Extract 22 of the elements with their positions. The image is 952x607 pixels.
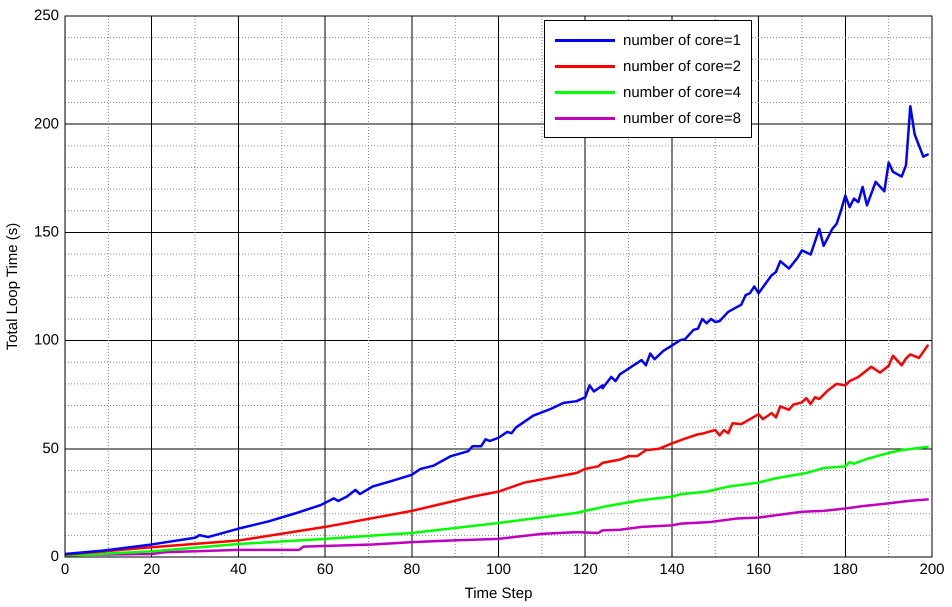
x-tick-label: 180	[832, 561, 858, 578]
x-tick-label: 20	[143, 561, 160, 578]
y-tick-label: 200	[34, 115, 60, 132]
y-tick-label: 250	[34, 7, 60, 24]
x-axis-title: Time Step	[464, 585, 532, 602]
y-tick-label: 150	[34, 224, 60, 241]
x-tick-label: 60	[316, 561, 334, 578]
x-tick-label: 80	[403, 561, 420, 578]
y-axis-title: Total Loop Time (s)	[4, 222, 22, 350]
legend-label: number of core=8	[623, 110, 741, 126]
legend-label: number of core=2	[623, 58, 741, 74]
legend-label: number of core=4	[623, 84, 741, 100]
x-tick-label: 100	[486, 561, 512, 578]
legend-label: number of core=1	[623, 32, 741, 48]
x-tick-label: 140	[659, 561, 684, 578]
y-tick-label: 100	[34, 332, 60, 349]
y-tick-label: 0	[50, 548, 60, 566]
x-tick-label: 120	[572, 561, 598, 578]
x-tick-label: 40	[230, 561, 247, 578]
x-tick-label: 200	[919, 561, 945, 578]
x-tick-label: 160	[746, 561, 772, 578]
y-tick-label: 50	[42, 440, 60, 457]
